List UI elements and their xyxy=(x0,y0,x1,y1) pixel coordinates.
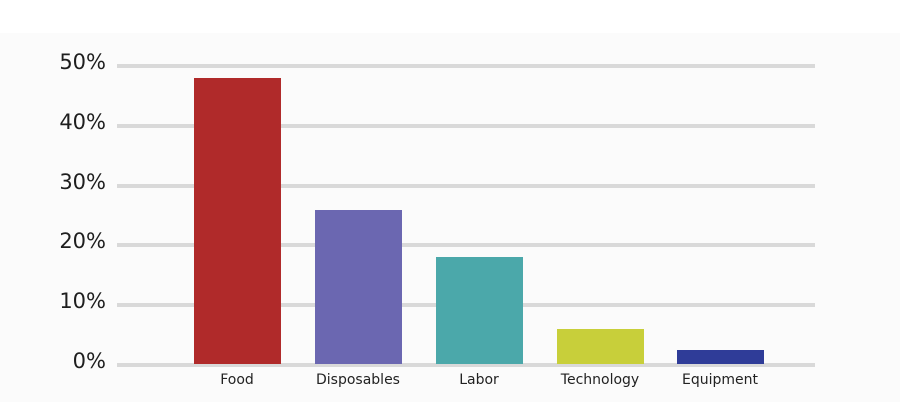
y-axis-tick-label: 50% xyxy=(59,50,106,74)
bar-equipment xyxy=(677,350,764,364)
x-axis-tick-label: Equipment xyxy=(682,372,758,388)
x-axis-tick-label: Food xyxy=(220,372,254,388)
y-axis-tick-label: 40% xyxy=(59,109,106,134)
y-axis-tick-label: 20% xyxy=(59,229,106,254)
y-axis-tick-label: 0% xyxy=(72,349,106,373)
x-axis-tick-label: Technology xyxy=(560,372,640,388)
bar-technology xyxy=(557,329,644,364)
bar-food xyxy=(194,77,281,364)
gridline xyxy=(117,64,815,68)
x-axis-tick-label: Labor xyxy=(459,372,499,388)
bar-disposables xyxy=(315,209,402,364)
gridline xyxy=(117,123,815,128)
bar-labor xyxy=(436,257,523,364)
y-axis-tick-label: 10% xyxy=(59,289,106,314)
x-axis-tick-label: Disposables xyxy=(316,372,400,388)
gridline xyxy=(117,363,815,367)
gridline xyxy=(117,243,815,248)
y-axis-tick-label: 30% xyxy=(59,169,106,194)
gridline xyxy=(117,183,815,188)
